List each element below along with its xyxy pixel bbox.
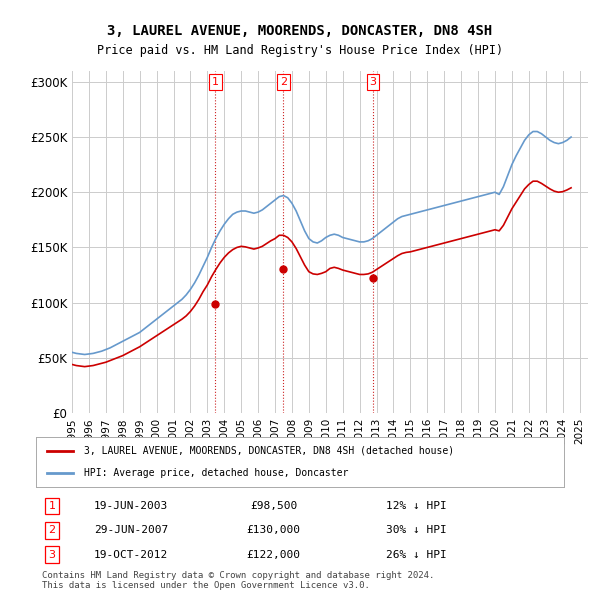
- Text: Contains HM Land Registry data © Crown copyright and database right 2024.: Contains HM Land Registry data © Crown c…: [42, 571, 434, 580]
- Text: 12% ↓ HPI: 12% ↓ HPI: [386, 501, 446, 511]
- Text: 19-JUN-2003: 19-JUN-2003: [94, 501, 168, 511]
- Text: 19-OCT-2012: 19-OCT-2012: [94, 550, 168, 559]
- Text: £122,000: £122,000: [247, 550, 301, 559]
- Text: 1: 1: [49, 501, 55, 511]
- Text: £98,500: £98,500: [250, 501, 297, 511]
- Text: 3, LAUREL AVENUE, MOORENDS, DONCASTER, DN8 4SH: 3, LAUREL AVENUE, MOORENDS, DONCASTER, D…: [107, 24, 493, 38]
- Text: 1: 1: [212, 77, 219, 87]
- Text: £130,000: £130,000: [247, 525, 301, 535]
- Text: HPI: Average price, detached house, Doncaster: HPI: Average price, detached house, Donc…: [83, 468, 348, 478]
- Text: 26% ↓ HPI: 26% ↓ HPI: [386, 550, 446, 559]
- Text: 29-JUN-2007: 29-JUN-2007: [94, 525, 168, 535]
- Text: 2: 2: [280, 77, 287, 87]
- Text: 3: 3: [49, 550, 55, 559]
- Text: This data is licensed under the Open Government Licence v3.0.: This data is licensed under the Open Gov…: [42, 581, 370, 590]
- Text: 3: 3: [370, 77, 377, 87]
- Text: Price paid vs. HM Land Registry's House Price Index (HPI): Price paid vs. HM Land Registry's House …: [97, 44, 503, 57]
- Text: 30% ↓ HPI: 30% ↓ HPI: [386, 525, 446, 535]
- Text: 3, LAUREL AVENUE, MOORENDS, DONCASTER, DN8 4SH (detached house): 3, LAUREL AVENUE, MOORENDS, DONCASTER, D…: [83, 445, 454, 455]
- Text: 2: 2: [48, 525, 55, 535]
